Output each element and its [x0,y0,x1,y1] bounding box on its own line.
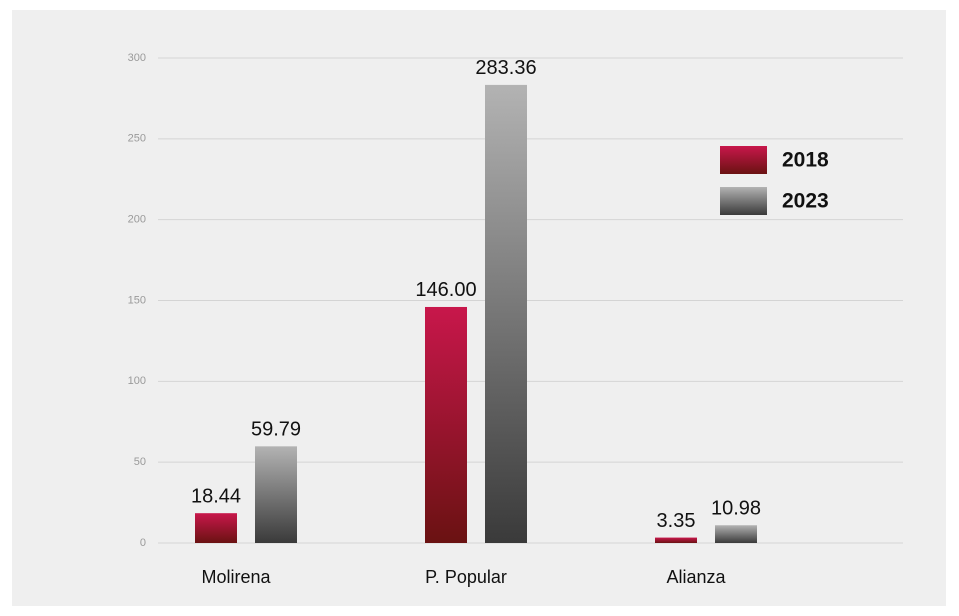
x-tick-label: P. Popular [425,567,507,587]
x-tick-label: Molirena [201,567,271,587]
legend-label: 2023 [782,190,829,213]
legend-swatch [720,146,767,174]
y-tick-label: 150 [128,294,146,306]
value-label: 283.36 [475,57,536,79]
y-tick-label: 50 [134,456,146,468]
legend-label: 2018 [782,149,829,172]
y-tick-label: 200 [128,214,146,226]
chart-background [12,10,946,606]
legend-swatch [720,187,767,215]
value-label: 18.44 [191,485,241,507]
bar [255,446,297,543]
value-label: 10.98 [711,498,761,520]
y-tick-label: 300 [128,52,146,64]
x-tick-label: Alianza [666,567,726,587]
bar [195,513,237,543]
value-label: 3.35 [657,510,696,532]
bar [655,537,697,543]
bar [425,306,467,543]
value-label: 146.00 [415,279,476,301]
bar [715,525,757,543]
y-tick-label: 100 [128,375,146,387]
y-tick-label: 0 [140,537,146,549]
bar [485,84,527,543]
y-tick-label: 250 [128,133,146,145]
value-label: 59.79 [251,419,301,441]
